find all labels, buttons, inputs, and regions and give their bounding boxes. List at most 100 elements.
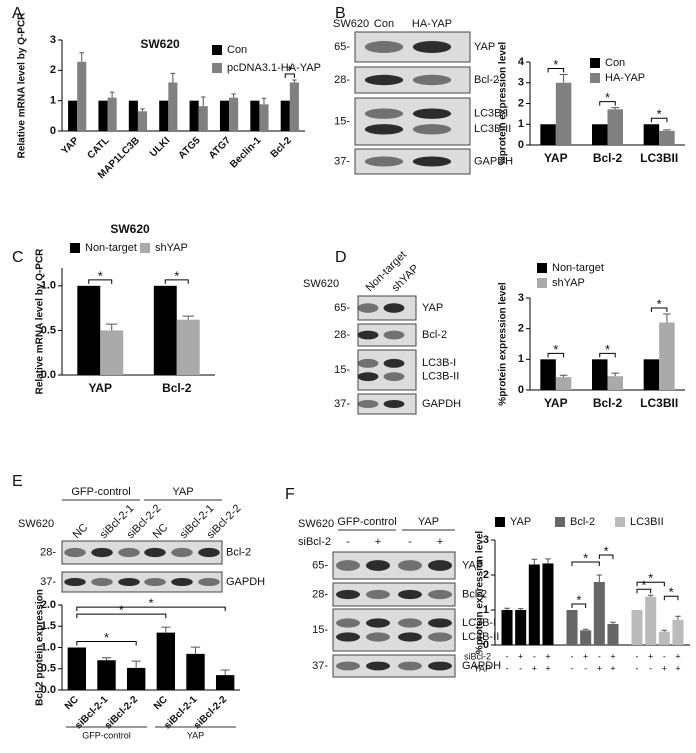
legend-swatch (537, 278, 547, 288)
bar (528, 564, 540, 645)
sign: - (506, 663, 509, 673)
x-tick-label: Beclin-1 (228, 135, 264, 171)
marker-label: 37- (40, 576, 56, 588)
panel-label: E (12, 473, 23, 490)
protein-label: LC3B-I (462, 617, 496, 629)
legend-label: shYAP (155, 242, 188, 254)
legend-label: YAP (510, 516, 531, 528)
bar (607, 624, 619, 645)
bar (153, 285, 177, 375)
band (398, 618, 422, 628)
sign: - (636, 663, 639, 673)
panel-label: F (285, 486, 295, 503)
y-tick-label: 2 (483, 569, 489, 581)
y-tick-label: 0.0 (41, 684, 56, 696)
significance-bracket (571, 603, 587, 608)
error-bar (182, 315, 194, 320)
bar (229, 97, 239, 131)
bar (186, 653, 205, 690)
y-tick-label: 1 (50, 95, 56, 107)
band (383, 400, 405, 408)
panel-label: D (335, 249, 347, 266)
protein-label: LC3B-I (474, 108, 508, 120)
lane-label: Con (374, 18, 394, 30)
significance-label: * (576, 592, 581, 607)
sign: + (375, 536, 381, 548)
significance-label: * (657, 107, 662, 122)
band (364, 108, 404, 119)
error-bar (261, 97, 267, 105)
legend-label: shYAP (552, 277, 585, 289)
band (118, 547, 140, 558)
protein-label: LC3B-I (422, 357, 456, 369)
bar (607, 376, 623, 390)
band (428, 589, 452, 600)
marker-label: 15- (334, 115, 350, 127)
marker-label: 37- (334, 155, 350, 167)
bar (643, 124, 660, 145)
significance-bracket (76, 613, 167, 619)
bar (607, 109, 623, 145)
legend-swatch (590, 58, 600, 68)
group-label: GFP-control (337, 516, 396, 528)
protein-label: LC3B-II (462, 631, 499, 643)
marker-label: 15- (312, 624, 328, 636)
panel-label: C (12, 249, 24, 266)
y-tick-label: 0 (483, 639, 489, 651)
bar (593, 582, 605, 645)
panel-label: A (12, 5, 23, 22)
band (428, 560, 452, 571)
error-bar (131, 660, 141, 668)
y-tick-label: 2 (518, 97, 524, 109)
error-bar (611, 107, 620, 110)
x-tick-label: siBcl-2-2 (192, 694, 230, 732)
chart-title: SW620 (110, 222, 150, 236)
x-tick-label: ULKI (148, 135, 172, 159)
band (412, 74, 452, 86)
bar (250, 100, 260, 131)
band (364, 41, 404, 53)
bar (176, 319, 200, 375)
blot-strip (332, 654, 456, 678)
bar (107, 97, 117, 131)
bar (137, 111, 148, 131)
protein-label: GAPDH (462, 660, 501, 672)
significance-label: * (174, 268, 179, 283)
sign: + (437, 536, 443, 548)
bar (100, 330, 124, 375)
band (398, 661, 422, 671)
bar (215, 675, 235, 690)
bar (168, 82, 178, 131)
y-tick-label: 0.0 (41, 369, 56, 381)
error-bar (675, 615, 681, 620)
band (91, 578, 113, 586)
band (412, 108, 452, 119)
error-bar (610, 621, 616, 624)
y-tick-label: 2 (518, 323, 524, 335)
significance-bracket (650, 117, 668, 123)
bar (631, 610, 643, 645)
sign: + (518, 651, 523, 661)
error-bar (109, 91, 115, 98)
marker-label: 65- (334, 41, 350, 53)
legend-label: Non-target (85, 242, 137, 254)
x-tick-label: NC (63, 694, 81, 712)
sign: + (610, 663, 615, 673)
x-tick-label: Bcl-2 (593, 151, 623, 165)
significance-bracket (599, 352, 616, 358)
protein-label: GAPDH (474, 155, 513, 167)
bar (592, 359, 608, 390)
band (364, 156, 404, 167)
y-tick-label: 0 (50, 125, 56, 137)
protein-label: YAP (462, 559, 483, 571)
legend-swatch (537, 263, 547, 273)
y-axis-label: Relative mRNA level by Q-PCR (17, 12, 28, 159)
condition-label: siBcl-2 (464, 651, 491, 661)
significance-bracket (598, 554, 614, 559)
sign: - (584, 663, 587, 673)
significance-bracket (76, 641, 137, 646)
legend-swatch (555, 517, 565, 527)
x-tick-label: Bcl-2 (593, 396, 623, 410)
band (144, 547, 166, 558)
